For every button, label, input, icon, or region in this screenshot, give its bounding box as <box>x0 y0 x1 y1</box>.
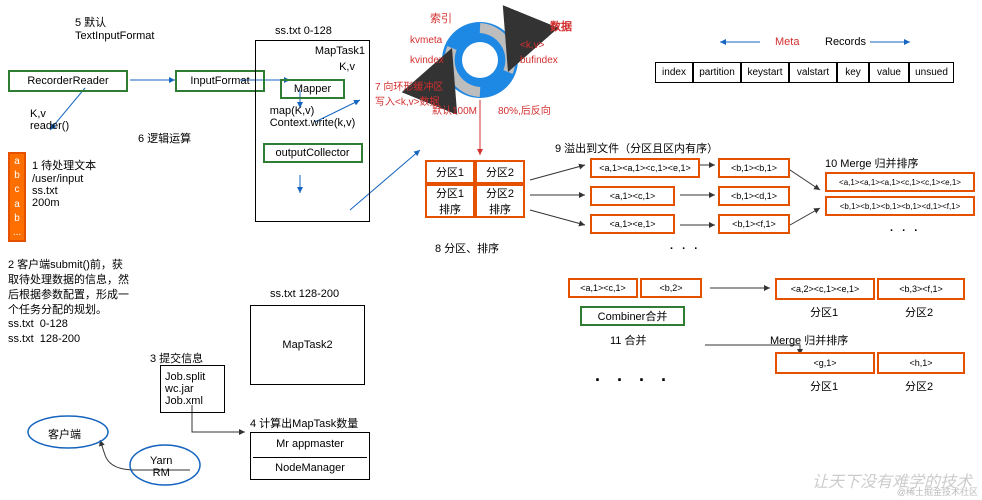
data-label: 数据 <box>550 18 572 34</box>
spill-box-5: <b,1><d,1> <box>718 186 790 206</box>
client-label: 客户端 <box>48 426 81 442</box>
merge-box-2: <b,1><b,1><b,1><b,1><d,1><f,1> <box>825 196 975 216</box>
input-letters: a b c a b ... <box>8 152 26 242</box>
dots-3: . . . . <box>595 365 672 386</box>
buffer-table: index partition keystart valstart key va… <box>655 62 954 83</box>
step1-label: 1 待处理文本 /user/input ss.txt 200m <box>32 157 96 209</box>
step4-label: 4 计算出MapTask数量 <box>250 415 358 431</box>
step10-label: 10 Merge 归并排序 <box>825 155 919 171</box>
ss-range1-label: ss.txt 0-128 <box>275 25 332 37</box>
bufindex-label: bufindex <box>520 55 558 66</box>
g1-box: <g,1> <box>775 352 875 374</box>
yarn-label: Yarn RM <box>150 455 172 479</box>
step11-label: 11 合并 <box>610 332 646 348</box>
spill-box-4: <b,1><b,1> <box>718 158 790 178</box>
maptask1-title: MapTask1 <box>315 45 365 57</box>
meta-label: Meta <box>775 36 799 48</box>
step6-label: 6 逻辑运算 <box>138 130 191 146</box>
part1b-label: 分区1 <box>810 378 838 394</box>
kv-label: K,v <box>339 61 355 73</box>
job-split-box: Job.split wc.jar Job.xml <box>160 365 225 413</box>
h1-box: <h,1> <box>877 352 965 374</box>
spill-box-2: <a,1><c,1> <box>590 186 675 206</box>
spill-box-1: <a,1><a,1><c,1><e,1> <box>590 158 700 178</box>
ss-range2-label: ss.txt 128-200 <box>270 288 339 300</box>
step2-label: 2 客户端submit()前，获 取待处理数据的信息，然 后根据参数配置，形成一… <box>8 258 129 347</box>
output-collector-box: outputCollector <box>263 143 363 163</box>
spill-box-3: <a,1><e,1> <box>590 214 675 234</box>
map-call-label: map(K,v) Context.write(k,v) <box>270 105 356 129</box>
index-label: 索引 <box>430 10 452 26</box>
part2b-label: 分区2 <box>905 378 933 394</box>
kvindex-label: kvindex <box>410 55 444 66</box>
pct80-label: 80%,后反向 <box>498 102 551 117</box>
kv-reader-label: K,v reader() <box>30 108 69 132</box>
part2-label: 分区2 <box>905 304 933 320</box>
combiner-box: Combiner合并 <box>580 306 685 326</box>
maptask1-container: MapTask1 K,v Mapper map(K,v) Context.wri… <box>255 40 370 222</box>
comb-box-1: <a,1><c,1> <box>568 278 638 298</box>
final-box-2: <b,3><f,1> <box>877 278 965 300</box>
part1-label: 分区1 <box>810 304 838 320</box>
maptask2-box: MapTask2 <box>250 305 365 385</box>
dots-1: . . . <box>670 240 700 252</box>
kvmeta-label: kvmeta <box>410 35 442 46</box>
appmaster-container: Mr appmaster NodeManager <box>250 432 370 480</box>
step8-label: 8 分区、排序 <box>435 240 499 256</box>
comb-box-2: <b,2> <box>640 278 702 298</box>
step3-label: 3 提交信息 <box>150 350 203 366</box>
nodemanager-label: NodeManager <box>253 457 367 474</box>
credit: @稀土掘金技术社区 <box>897 485 978 498</box>
merge2-label: Merge 归并排序 <box>770 332 848 348</box>
kv-red-label: <k,v> <box>520 40 544 51</box>
mapper-box: Mapper <box>280 79 345 99</box>
recorder-reader-box: RecorderReader <box>8 70 128 92</box>
appmaster-label: Mr appmaster <box>276 438 344 450</box>
step5-label: 5 默认 TextInputFormat <box>75 14 154 42</box>
spill-box-6: <b,1><f,1> <box>718 214 790 234</box>
step7-label: 7 向环形缓冲区 写入<k,v>数据 <box>375 78 443 108</box>
records-label: Records <box>825 36 866 48</box>
final-box-1: <a,2><c,1><e,1> <box>775 278 875 300</box>
dots-2: . . . <box>890 222 920 234</box>
merge-box-1: <a,1><a,1><a,1><c,1><c,1><e,1> <box>825 172 975 192</box>
step9-label: 9 溢出到文件（分区且区内有序） <box>555 140 718 156</box>
partition-grid: 分区1 分区2 分区1 排序 分区2 排序 <box>425 160 525 218</box>
inputformat-box: InputFormat <box>175 70 265 92</box>
